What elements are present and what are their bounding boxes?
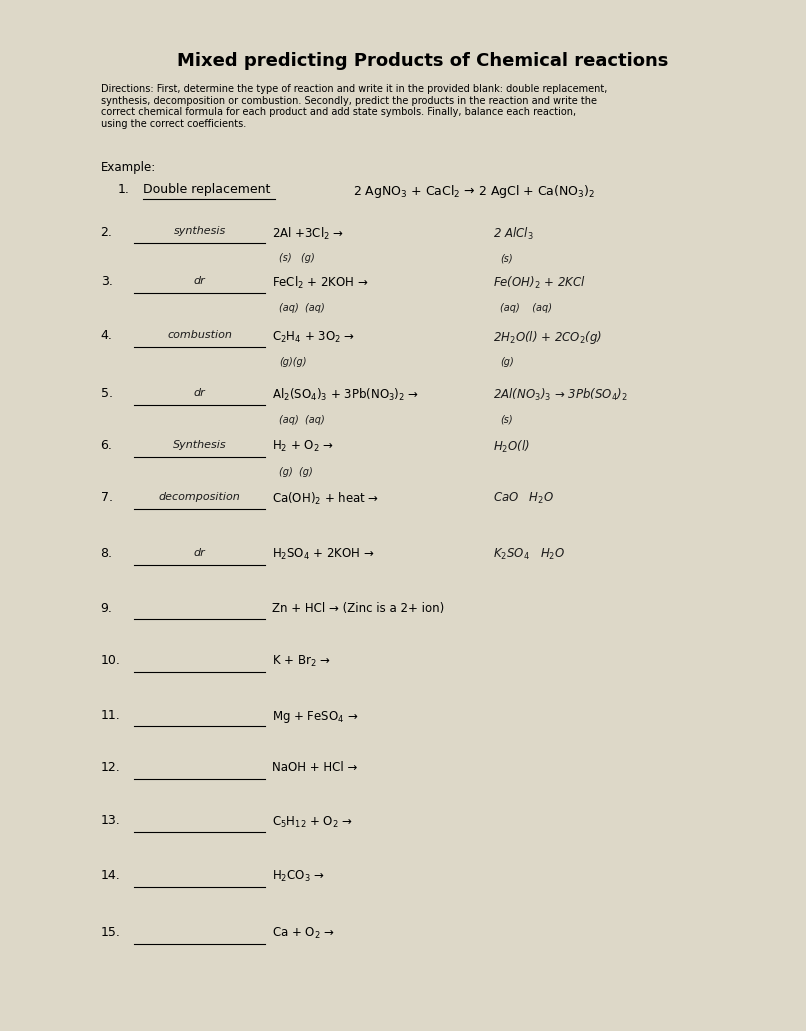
Text: 7.: 7.	[101, 491, 113, 504]
Text: K$_2$SO$_4$   H$_2$O: K$_2$SO$_4$ H$_2$O	[493, 547, 566, 562]
Text: decomposition: decomposition	[159, 492, 241, 502]
Text: (g)(g): (g)(g)	[280, 357, 307, 367]
Text: H$_2$O(l): H$_2$O(l)	[493, 439, 530, 456]
Text: C$_5$H$_{12}$ + O$_2$ →: C$_5$H$_{12}$ + O$_2$ →	[272, 814, 353, 830]
Text: NaOH + HCl →: NaOH + HCl →	[272, 761, 358, 774]
Text: C$_2$H$_4$ + 3O$_2$ →: C$_2$H$_4$ + 3O$_2$ →	[272, 330, 355, 344]
Text: 11.: 11.	[101, 708, 120, 722]
Text: 6.: 6.	[101, 439, 113, 453]
Text: (g): (g)	[501, 357, 514, 367]
Text: 2 AlCl$_3$: 2 AlCl$_3$	[493, 226, 534, 241]
Text: (s): (s)	[501, 414, 513, 425]
Text: synthesis: synthesis	[173, 227, 226, 236]
Text: Zn + HCl → (Zinc is a 2+ ion): Zn + HCl → (Zinc is a 2+ ion)	[272, 602, 445, 614]
Text: Example:: Example:	[101, 161, 156, 174]
Text: 14.: 14.	[101, 869, 120, 882]
Text: H$_2$CO$_3$ →: H$_2$CO$_3$ →	[272, 869, 325, 884]
Text: 2Al(NO$_3$)$_3$ → 3Pb(SO$_4$)$_2$: 2Al(NO$_3$)$_3$ → 3Pb(SO$_4$)$_2$	[493, 387, 628, 403]
Text: 4.: 4.	[101, 330, 113, 342]
Text: dr: dr	[194, 388, 206, 398]
Text: dr: dr	[194, 276, 206, 286]
Text: H$_2$SO$_4$ + 2KOH →: H$_2$SO$_4$ + 2KOH →	[272, 547, 375, 562]
Text: (s)   (g): (s) (g)	[280, 254, 315, 263]
Text: 1.: 1.	[118, 182, 130, 196]
Text: 10.: 10.	[101, 654, 120, 667]
Text: (s): (s)	[501, 254, 513, 263]
Text: 2 AgNO$_3$ + CaCl$_2$ → 2 AgCl + Ca(NO$_3$)$_2$: 2 AgNO$_3$ + CaCl$_2$ → 2 AgCl + Ca(NO$_…	[353, 182, 596, 200]
Text: 9.: 9.	[101, 602, 113, 614]
Text: 15.: 15.	[101, 926, 120, 939]
Text: 13.: 13.	[101, 814, 120, 828]
Text: 2H$_2$O(l) + 2CO$_2$(g): 2H$_2$O(l) + 2CO$_2$(g)	[493, 330, 602, 346]
Text: combustion: combustion	[168, 330, 232, 340]
Text: 2Al +3Cl$_2$ →: 2Al +3Cl$_2$ →	[272, 226, 344, 241]
Text: dr: dr	[194, 548, 206, 558]
Text: (g)  (g): (g) (g)	[280, 467, 314, 477]
Text: 8.: 8.	[101, 547, 113, 560]
Text: Mg + FeSO$_4$ →: Mg + FeSO$_4$ →	[272, 708, 359, 725]
Text: Mixed predicting Products of Chemical reactions: Mixed predicting Products of Chemical re…	[177, 53, 669, 70]
Text: (aq)    (aq): (aq) (aq)	[501, 303, 552, 312]
Text: CaO   H$_2$O: CaO H$_2$O	[493, 491, 555, 506]
Text: 12.: 12.	[101, 761, 120, 774]
Text: (aq)  (aq): (aq) (aq)	[280, 414, 325, 425]
Text: Fe(OH)$_2$ + 2KCl: Fe(OH)$_2$ + 2KCl	[493, 275, 586, 291]
Text: Directions: First, determine the type of reaction and write it in the provided b: Directions: First, determine the type of…	[101, 84, 607, 129]
Text: FeCl$_2$ + 2KOH →: FeCl$_2$ + 2KOH →	[272, 275, 369, 291]
Text: Ca + O$_2$ →: Ca + O$_2$ →	[272, 926, 335, 941]
Text: Synthesis: Synthesis	[173, 440, 226, 451]
Text: H$_2$ + O$_2$ →: H$_2$ + O$_2$ →	[272, 439, 334, 455]
Text: (aq)  (aq): (aq) (aq)	[280, 303, 325, 312]
Text: Double replacement: Double replacement	[143, 182, 270, 196]
Text: K + Br$_2$ →: K + Br$_2$ →	[272, 654, 331, 669]
Text: Ca(OH)$_2$ + heat →: Ca(OH)$_2$ + heat →	[272, 491, 380, 507]
Text: 5.: 5.	[101, 387, 113, 400]
Text: Al$_2$(SO$_4$)$_3$ + 3Pb(NO$_3$)$_2$ →: Al$_2$(SO$_4$)$_3$ + 3Pb(NO$_3$)$_2$ →	[272, 387, 420, 403]
Text: 3.: 3.	[101, 275, 113, 288]
Text: 2.: 2.	[101, 226, 113, 238]
